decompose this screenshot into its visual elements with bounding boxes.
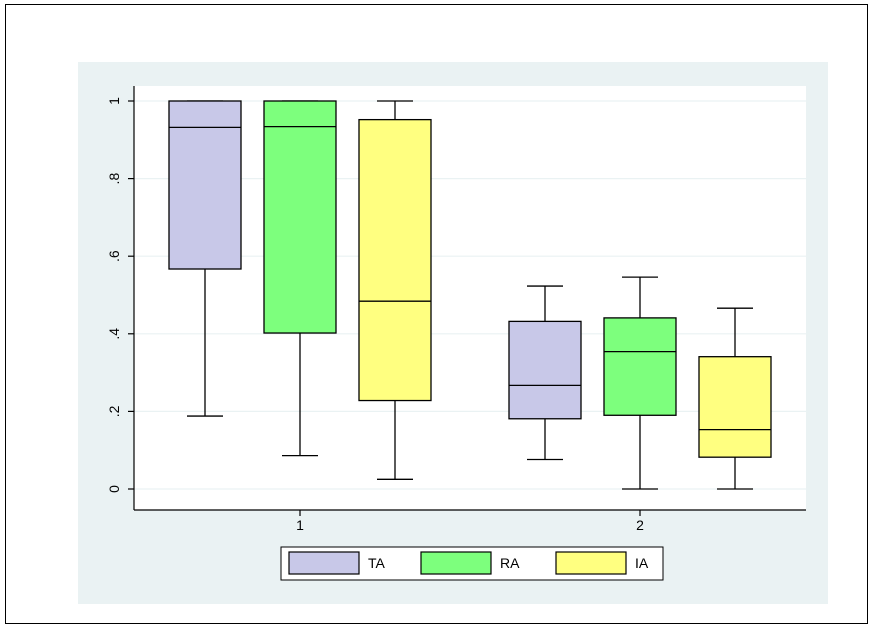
box-TA-2 xyxy=(508,285,582,461)
y-tick-label: 0 xyxy=(106,485,122,493)
legend-swatch-TA xyxy=(288,551,360,575)
legend-label-TA: TA xyxy=(368,555,386,571)
x-tick-label: 1 xyxy=(296,517,304,533)
box-body xyxy=(698,356,772,458)
box-IA-1 xyxy=(358,100,432,480)
legend-label-IA: IA xyxy=(635,555,649,571)
axes: 0 .2 .4 .6 .8 1 1 2 xyxy=(106,86,806,533)
legend-label-RA: RA xyxy=(500,555,520,571)
y-tick-label: .8 xyxy=(106,173,122,185)
plot-area xyxy=(134,86,806,510)
gridlines xyxy=(134,100,806,490)
box-body xyxy=(603,317,677,416)
y-tick-label: .2 xyxy=(106,405,122,417)
box-RA-1 xyxy=(263,100,337,457)
box-body xyxy=(508,320,582,420)
box-body xyxy=(358,118,432,402)
legend-swatch-IA xyxy=(555,551,627,575)
box-TA-1 xyxy=(168,100,242,417)
box-RA-2 xyxy=(603,276,677,490)
y-tick-label: .4 xyxy=(106,328,122,340)
y-tick-label: 1 xyxy=(106,97,122,105)
legend: TA RA IA xyxy=(280,546,664,581)
y-tick-label: .6 xyxy=(106,250,122,262)
box-groups xyxy=(168,100,772,490)
box-IA-2 xyxy=(698,307,772,490)
x-tick-label: 2 xyxy=(636,517,644,533)
legend-swatch-RA xyxy=(420,551,492,575)
box-body xyxy=(263,100,337,334)
box-body xyxy=(168,100,242,270)
